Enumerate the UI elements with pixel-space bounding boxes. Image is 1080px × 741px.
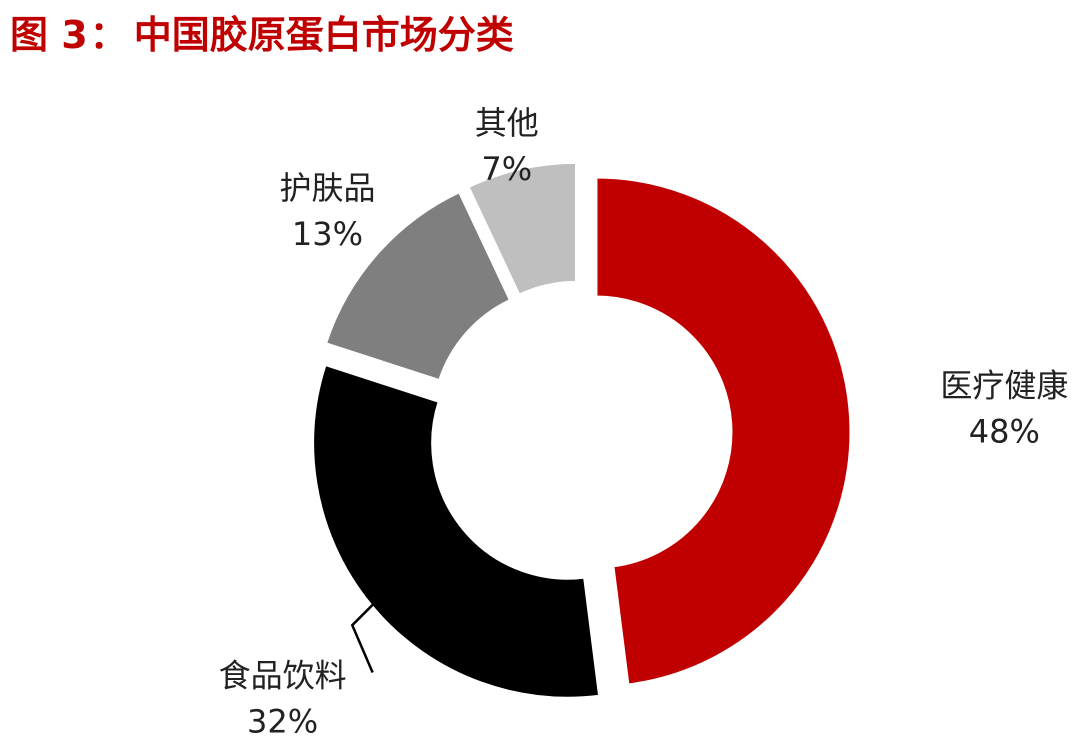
leader-line-2 (350, 602, 376, 673)
figure-title: 图 3： 中国胶原蛋白市场分类 (10, 4, 514, 59)
slice-category-label-1: 医疗健康 (940, 366, 1068, 404)
donut-slice-1 (594, 175, 853, 687)
slice-category-label-2: 食品饮料 (219, 656, 347, 694)
donut-slice-2 (311, 362, 602, 700)
donut-slice-3 (323, 189, 513, 383)
figure-title-separator: ： (89, 13, 128, 57)
slice-value-label-4: 7% (481, 150, 532, 188)
donut-slice-4 (465, 160, 579, 298)
slice-value-label-2: 32% (247, 702, 318, 740)
figure-number: 图 3 (10, 13, 88, 57)
figure-title-text: 中国胶原蛋白市场分类 (133, 13, 514, 57)
slice-category-label-3: 护肤品 (279, 169, 375, 207)
slice-value-label-3: 13% (292, 215, 363, 253)
slice-value-label-1: 48% (969, 412, 1040, 450)
slice-category-label-4: 其他 (475, 104, 539, 142)
